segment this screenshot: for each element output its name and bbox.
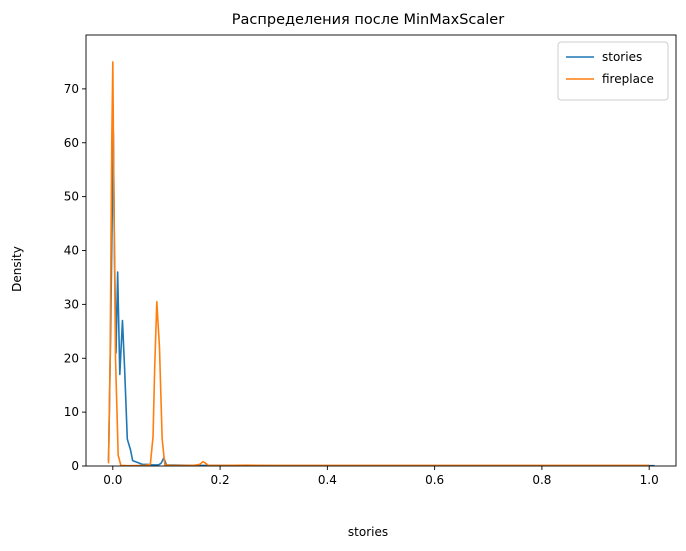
legend: stories fireplace [557,41,669,101]
x-axis: 0.0 0.2 0.4 0.6 0.8 1.0 [103,466,659,487]
series-line-stories [107,131,655,466]
x-tick-label: 0.0 [103,473,122,487]
x-tick-label: 0.8 [532,473,551,487]
y-tick-label: 60 [64,136,79,150]
x-tick-label: 0.2 [211,473,230,487]
legend-label-stories: stories [602,50,642,64]
y-axis-label: Density [10,246,24,292]
legend-label-fireplace: fireplace [602,72,654,86]
x-tick-label: 0.4 [318,473,337,487]
y-tick-label: 50 [64,190,79,204]
x-tick-label: 0.6 [425,473,444,487]
chart-title: Распределения после MinMaxScaler [232,12,504,28]
y-axis: 0 10 20 30 40 50 60 70 [64,82,86,473]
series-line-fireplace [107,61,650,466]
y-tick-label: 30 [64,297,79,311]
x-axis-label: stories [348,525,388,539]
y-tick-label: 40 [64,244,79,258]
y-tick-label: 0 [71,459,79,473]
y-tick-label: 20 [64,351,79,365]
x-tick-label: 1.0 [640,473,659,487]
y-tick-label: 70 [64,82,79,96]
y-tick-label: 10 [64,405,79,419]
